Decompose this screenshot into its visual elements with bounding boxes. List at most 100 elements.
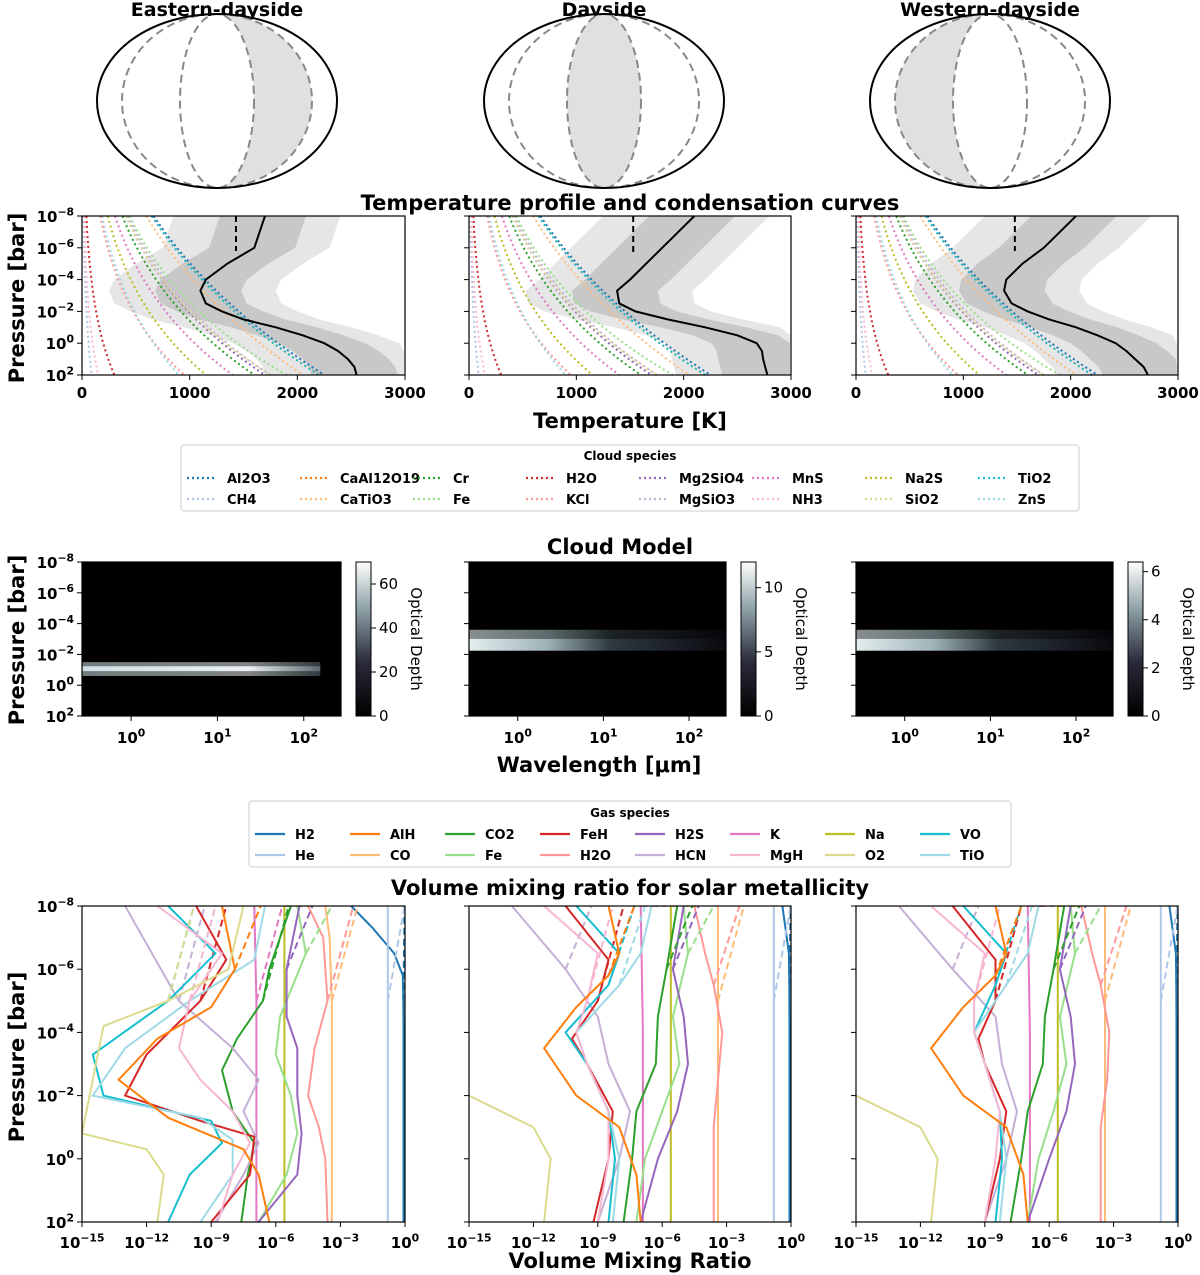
condensation-curve-NH3	[857, 215, 874, 376]
vmr-series-TiO	[91, 906, 266, 1222]
vmr-series-CO2	[1009, 906, 1066, 1222]
legend-label-CaAl12O19: CaAl12O19	[340, 472, 420, 487]
temperature-ytick-label-base: 10	[37, 208, 58, 226]
vmr-series-dashed-He	[1159, 906, 1178, 1001]
vmr-xtick-label-base: 10	[1164, 1234, 1185, 1252]
vmr-xtick-label-exp: −6	[1051, 1231, 1068, 1244]
legend-label-MnS: MnS	[792, 472, 824, 487]
legend-label-AlH: AlH	[390, 828, 415, 843]
vmr-series-dashed-CO2	[665, 906, 694, 970]
condensation-curve-NH3	[470, 215, 487, 376]
temperature-ytick-label-base: 10	[46, 335, 67, 353]
legend-label-SiO2: SiO2	[905, 493, 939, 508]
vmr-series-dashed-MgH	[973, 906, 1001, 1002]
colorbar-tick-label: 4	[1151, 611, 1161, 629]
legend-label-NH3: NH3	[792, 493, 823, 508]
colorbar-tick-label: 5	[764, 643, 774, 661]
vmr-ytick-label-base: 10	[46, 1151, 67, 1169]
vmr-axes-frame	[81, 905, 406, 1223]
temperature-profile	[199, 215, 358, 376]
colorbar-tick-label: 6	[1151, 563, 1161, 581]
temperature-ytick-label-base: 10	[37, 272, 58, 290]
vmr-series-dashed-MgH	[188, 906, 217, 1002]
temperature-axes-frame	[468, 215, 792, 376]
vmr-ytick-label-base: 10	[37, 961, 58, 979]
vmr-ytick-label-exp: −6	[57, 958, 74, 971]
condensation-curve-Fe	[128, 215, 288, 376]
legend-label-Na: Na	[865, 828, 885, 843]
vmr-series-dashed-CO	[330, 906, 359, 1002]
condensation-curve-CaTiO3	[145, 215, 304, 376]
condensation-curve-KCl	[873, 215, 959, 376]
cloud-xtick-label: 100	[891, 726, 919, 747]
vmr-series-dashed-CO2	[1052, 906, 1081, 970]
cloud-ytick-label: 10−8	[37, 551, 74, 572]
temperature-profile	[616, 215, 769, 376]
condensation-curve-KCl	[99, 215, 185, 376]
colorbar-tick-label: 20	[379, 663, 398, 681]
globe-highlight	[217, 14, 312, 188]
cloud-xtick-label-exp: 1	[610, 726, 618, 739]
vmr-ytick-label-exp: 2	[66, 1211, 74, 1224]
vmr-xtick-label: 10−6	[1030, 1231, 1067, 1252]
legend-label-Cr: Cr	[453, 472, 470, 487]
temperature-section-title: Temperature profile and condensation cur…	[361, 191, 900, 215]
vmr-series-H2	[1168, 906, 1178, 1222]
vmr-series-dashed-H2S	[1058, 906, 1087, 970]
vmr-xtick-label: 10−12	[511, 1231, 556, 1252]
vmr-ytick-label: 10−4	[37, 1022, 75, 1043]
cloud-legend-frame	[180, 444, 1080, 512]
legend-label-Al2O3: Al2O3	[227, 472, 271, 487]
vmr-series-O2	[469, 1094, 552, 1222]
vmr-xtick-label: 10−15	[60, 1231, 105, 1252]
legend-label-MgH: MgH	[770, 849, 803, 864]
vmr-series-dashed-FeH	[199, 906, 228, 1002]
vmr-xtick-label-base: 10	[511, 1234, 532, 1252]
colorbar-tick-label: 10	[764, 579, 783, 597]
condensation-curve-Na2S	[493, 215, 594, 376]
cloud-model-xlabel: Wavelength [μm]	[497, 753, 702, 777]
vmr-xtick-label-base: 10	[192, 1234, 213, 1252]
cloud-ytick-label-base: 10	[46, 677, 67, 695]
vmr-series-dashed-He	[772, 906, 791, 1001]
condensation-curve-Cr	[121, 215, 255, 376]
vmr-series-dashed-O2	[167, 906, 195, 1002]
vmr-series-Fe	[257, 906, 307, 1222]
globe-meridian-outer	[121, 13, 313, 189]
vmr-series-MgH	[156, 906, 252, 1222]
condensation-curve-KCl	[486, 215, 572, 376]
vmr-ytick-label: 10−8	[37, 895, 74, 916]
cloud-xtick-label: 102	[675, 726, 703, 747]
cloud-ytick-label-base: 10	[37, 616, 58, 634]
vmr-series-dashed-MgH	[586, 906, 614, 1002]
vmr-xtick-label-base: 10	[708, 1234, 729, 1252]
condensation-curve-SiO2	[898, 215, 1045, 376]
globe-meridian-inner	[952, 13, 1028, 189]
vmr-ytick-label-base: 10	[37, 1024, 58, 1042]
cloud-layer	[469, 638, 726, 651]
vmr-series-H2	[781, 906, 791, 1222]
cloud-xtick-label-base: 10	[675, 729, 696, 747]
vmr-xtick-label-exp: −12	[919, 1231, 943, 1244]
condensation-curve-CH4	[856, 215, 867, 376]
vmr-series-AlH	[929, 906, 1029, 1222]
vmr-xtick-label-base: 10	[391, 1234, 412, 1252]
vmr-xtick-label: 10−3	[322, 1231, 359, 1252]
vmr-ytick-label-exp: −8	[57, 895, 74, 908]
vmr-ytick-label: 100	[46, 1148, 74, 1169]
cloud-xtick-label: 101	[976, 726, 1004, 747]
cloud-xtick-label-base: 10	[589, 729, 610, 747]
temperature-axes-frame	[855, 215, 1179, 376]
temperature-ytick-label-exp: −2	[57, 301, 74, 314]
vmr-series-H2S	[639, 906, 690, 1222]
vmr-xtick-label-base: 10	[966, 1234, 987, 1252]
cloud-ytick-label: 10−4	[37, 613, 75, 634]
vmr-xtick-label: 100	[391, 1231, 419, 1252]
cloud-ytick-label-base: 10	[37, 554, 58, 572]
cloud-layer	[82, 666, 321, 672]
cloud-xtick-label: 102	[1062, 726, 1090, 747]
cloud-ytick-label-exp: 2	[66, 705, 74, 718]
colorbar-label: Optical Depth	[1179, 587, 1197, 690]
vmr-xtick-label-exp: −15	[80, 1231, 104, 1244]
